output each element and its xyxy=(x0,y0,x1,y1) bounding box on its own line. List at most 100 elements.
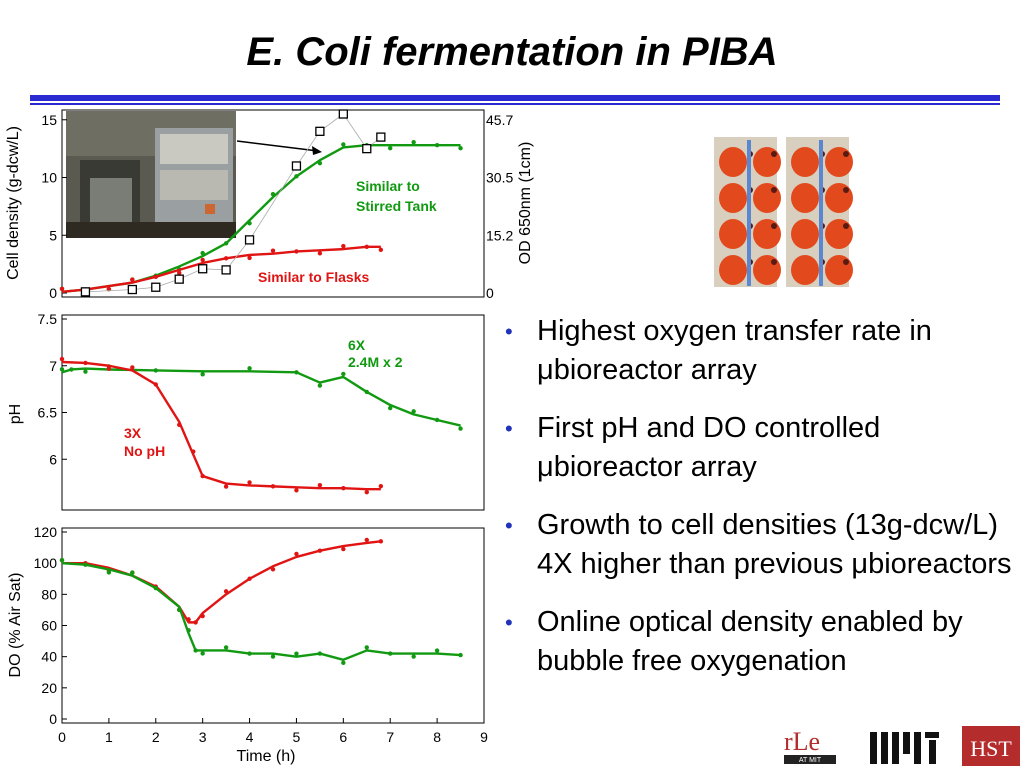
port-icon xyxy=(771,151,777,157)
red-data-point xyxy=(200,613,205,619)
well-icon xyxy=(719,255,747,285)
y-tick-label: 10 xyxy=(41,170,57,186)
y-tick-label: 5 xyxy=(49,227,57,243)
arrow-head-icon xyxy=(312,146,322,155)
red-data-point xyxy=(130,365,135,370)
port-icon xyxy=(843,223,849,229)
panel1-y2label: OD 650nm (1cm) xyxy=(517,142,534,265)
green-data-point xyxy=(341,142,346,147)
y-tick-label: 0 xyxy=(49,285,57,301)
green-data-point xyxy=(434,417,440,423)
y-tick-label: 40 xyxy=(41,649,57,665)
red-data-point xyxy=(364,244,369,250)
panel3-xlabel: Time (h) xyxy=(237,748,296,765)
svg-text:AT MIT: AT MIT xyxy=(799,757,822,764)
red-data-point xyxy=(247,576,252,581)
green-data-point xyxy=(200,250,205,256)
green-data-point xyxy=(247,366,252,371)
green-data-point xyxy=(458,426,463,431)
bullet-icon: • xyxy=(505,416,513,441)
well-icon xyxy=(719,183,747,213)
panel3-ylabel: DO (% Air Sat) xyxy=(7,573,24,678)
red-data-point xyxy=(270,484,276,489)
red-data-point xyxy=(153,274,158,280)
od-square-marker xyxy=(315,126,325,136)
od-square-marker xyxy=(291,161,302,171)
green-data-point xyxy=(434,142,440,148)
green-data-point xyxy=(223,645,229,650)
y-tick-label: 6.5 xyxy=(38,405,58,421)
green-data-point xyxy=(317,160,323,166)
bullet-icon: • xyxy=(505,319,513,344)
green-data-point xyxy=(317,651,323,656)
y-tick-label: 7 xyxy=(49,358,57,374)
well-icon xyxy=(825,183,853,213)
port-icon xyxy=(843,151,849,157)
od-square-marker xyxy=(244,235,255,245)
annotation-stirred-tank-2: Stirred Tank xyxy=(356,198,437,214)
red-data-point xyxy=(294,551,299,557)
port-icon xyxy=(771,187,777,193)
green-data-point xyxy=(130,570,135,575)
port-icon xyxy=(771,259,777,265)
red-data-point xyxy=(83,360,88,366)
red-data-point xyxy=(59,356,65,362)
photo-arrow xyxy=(236,140,319,152)
well-icon xyxy=(825,147,853,177)
svg-text:HST: HST xyxy=(970,736,1012,761)
y2-tick-label: 30.5 xyxy=(486,170,513,186)
green-data-point xyxy=(59,367,65,372)
green-data-point xyxy=(341,660,346,665)
red-data-point xyxy=(364,537,369,543)
green-data-point xyxy=(458,652,463,658)
green-data-point xyxy=(59,557,65,563)
red-data-point xyxy=(223,256,229,261)
red-data-point xyxy=(191,449,196,454)
y-tick-label: 100 xyxy=(34,555,58,571)
green-data-point xyxy=(388,651,393,656)
green-data-point xyxy=(411,654,416,659)
green-data-point xyxy=(317,383,323,388)
well-icon xyxy=(753,183,781,213)
green-data-point xyxy=(341,371,346,377)
red-data-point xyxy=(153,382,158,387)
svg-text:rLe: rLe xyxy=(784,727,820,756)
red-data-point xyxy=(317,483,323,488)
red-data-point xyxy=(378,483,384,489)
od-square-marker xyxy=(221,265,231,275)
x-tick-label: 4 xyxy=(246,729,254,745)
red-data-point xyxy=(177,270,182,276)
plot-frame xyxy=(61,109,485,298)
od-square-marker xyxy=(338,109,348,119)
y-tick-label: 15 xyxy=(41,112,57,128)
y-tick-label: 120 xyxy=(34,524,58,540)
bullet-item: • Highest oxygen transfer rate in μbiorea… xyxy=(505,312,1020,390)
green-data-point xyxy=(247,651,252,656)
green-data-point xyxy=(270,654,276,659)
annotation-no-ph: No pH xyxy=(124,443,165,459)
y-tick-label: 80 xyxy=(41,586,57,602)
x-tick-label: 5 xyxy=(293,729,301,745)
title-rule-thin xyxy=(30,103,1000,105)
panel2-ylabel: pH xyxy=(7,404,24,424)
red-data-point xyxy=(317,548,323,553)
port-icon xyxy=(771,223,777,229)
green-data-point xyxy=(294,651,299,656)
well-icon xyxy=(791,255,819,285)
well-icon xyxy=(791,219,819,249)
green-data-point xyxy=(177,607,182,612)
od-square-marker xyxy=(376,132,386,142)
annotation-stirred-tank-1: Similar to xyxy=(356,178,420,194)
annotation-2-4m: 2.4M x 2 xyxy=(348,354,403,370)
plot-frame xyxy=(61,314,485,511)
rle-logo: rLe AT MIT xyxy=(784,727,836,764)
red-data-point xyxy=(294,488,299,493)
well-icon xyxy=(791,183,819,213)
red-data-point xyxy=(106,366,112,371)
red-data-point xyxy=(378,247,384,253)
green-data-point xyxy=(200,651,205,656)
green-data-point xyxy=(106,570,112,575)
green-data-point xyxy=(247,221,252,226)
y-tick-label: 20 xyxy=(41,680,57,696)
bullet-item: • Online optical density enabled by bubbl… xyxy=(505,603,1020,681)
